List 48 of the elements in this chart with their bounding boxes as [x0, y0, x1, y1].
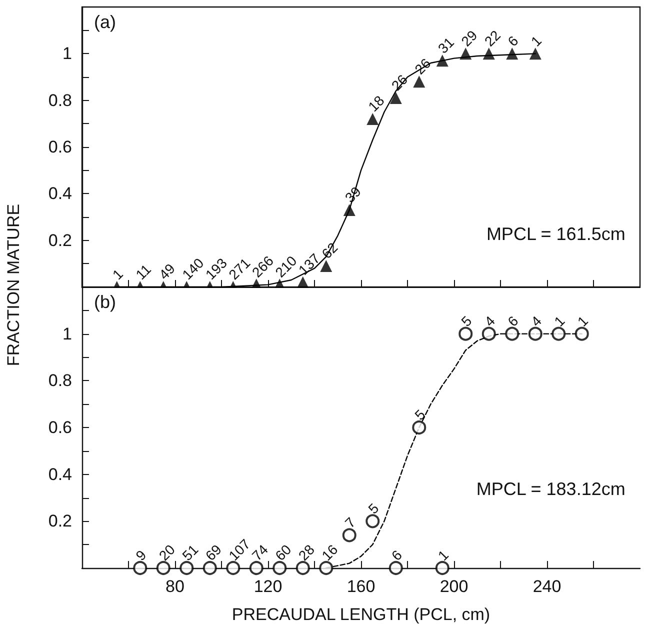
annotation: 1 — [434, 546, 452, 564]
annotation: 11 — [132, 260, 154, 283]
annotation: 6 — [388, 546, 406, 564]
annotation: 49 — [156, 260, 178, 283]
annotation: 22 — [481, 26, 504, 50]
y-tick-label: 0.4 — [48, 184, 72, 204]
chart-title: (a) — [94, 12, 116, 32]
annotation: 5 — [411, 406, 428, 424]
x-tick-label: 120 — [254, 577, 282, 596]
annotation: 6 — [504, 32, 522, 50]
annotation: 16 — [318, 541, 341, 564]
x-tick-label: 240 — [532, 577, 562, 596]
annotation: MPCL = 183.12cm — [476, 479, 626, 499]
x-tick-label: 160 — [346, 577, 376, 596]
chart-title: (b) — [94, 292, 116, 312]
y-tick-label: 1 — [62, 44, 72, 64]
annotation: 31 — [434, 34, 458, 56]
annotation: 1 — [574, 312, 592, 330]
y-tick-label: 0.8 — [48, 90, 72, 110]
x-axis-title: PRECAUDAL LENGTH (PCL, cm) — [232, 605, 490, 624]
annotation: 20 — [156, 541, 178, 564]
y-tick-label: 1 — [62, 324, 72, 344]
annotation: 4 — [481, 312, 498, 330]
annotation: 29 — [458, 26, 480, 50]
annotation: 4 — [528, 312, 545, 330]
annotation: 69 — [202, 541, 225, 564]
y-axis-title: FRACTION MATURE — [4, 204, 24, 366]
annotation: 5 — [364, 500, 382, 517]
y-tick-label: 0.2 — [48, 230, 72, 250]
annotation: 51 — [178, 541, 202, 564]
x-tick-label: 80 — [166, 577, 184, 596]
annotation: 1 — [550, 312, 568, 330]
annotation: 9 — [132, 546, 150, 564]
y-tick-label: 0.8 — [48, 371, 72, 390]
annotation: 6 — [504, 312, 522, 330]
x-tick-label: 200 — [440, 577, 468, 596]
y-tick-label: 0.6 — [48, 138, 72, 156]
y-tick-label: 0.2 — [48, 512, 72, 531]
annotation: 7 — [342, 514, 359, 531]
annotation: MPCL = 161.5cm — [486, 224, 626, 244]
y-tick-label: 0.4 — [48, 464, 72, 484]
annotation: 1 — [109, 266, 126, 283]
annotation: 60 — [272, 541, 294, 564]
y-tick-label: 0.6 — [48, 418, 72, 437]
annotation: 1 — [528, 32, 545, 50]
annotation: 5 — [458, 312, 475, 330]
annotation: 18 — [364, 92, 388, 115]
annotation: 28 — [295, 541, 318, 564]
